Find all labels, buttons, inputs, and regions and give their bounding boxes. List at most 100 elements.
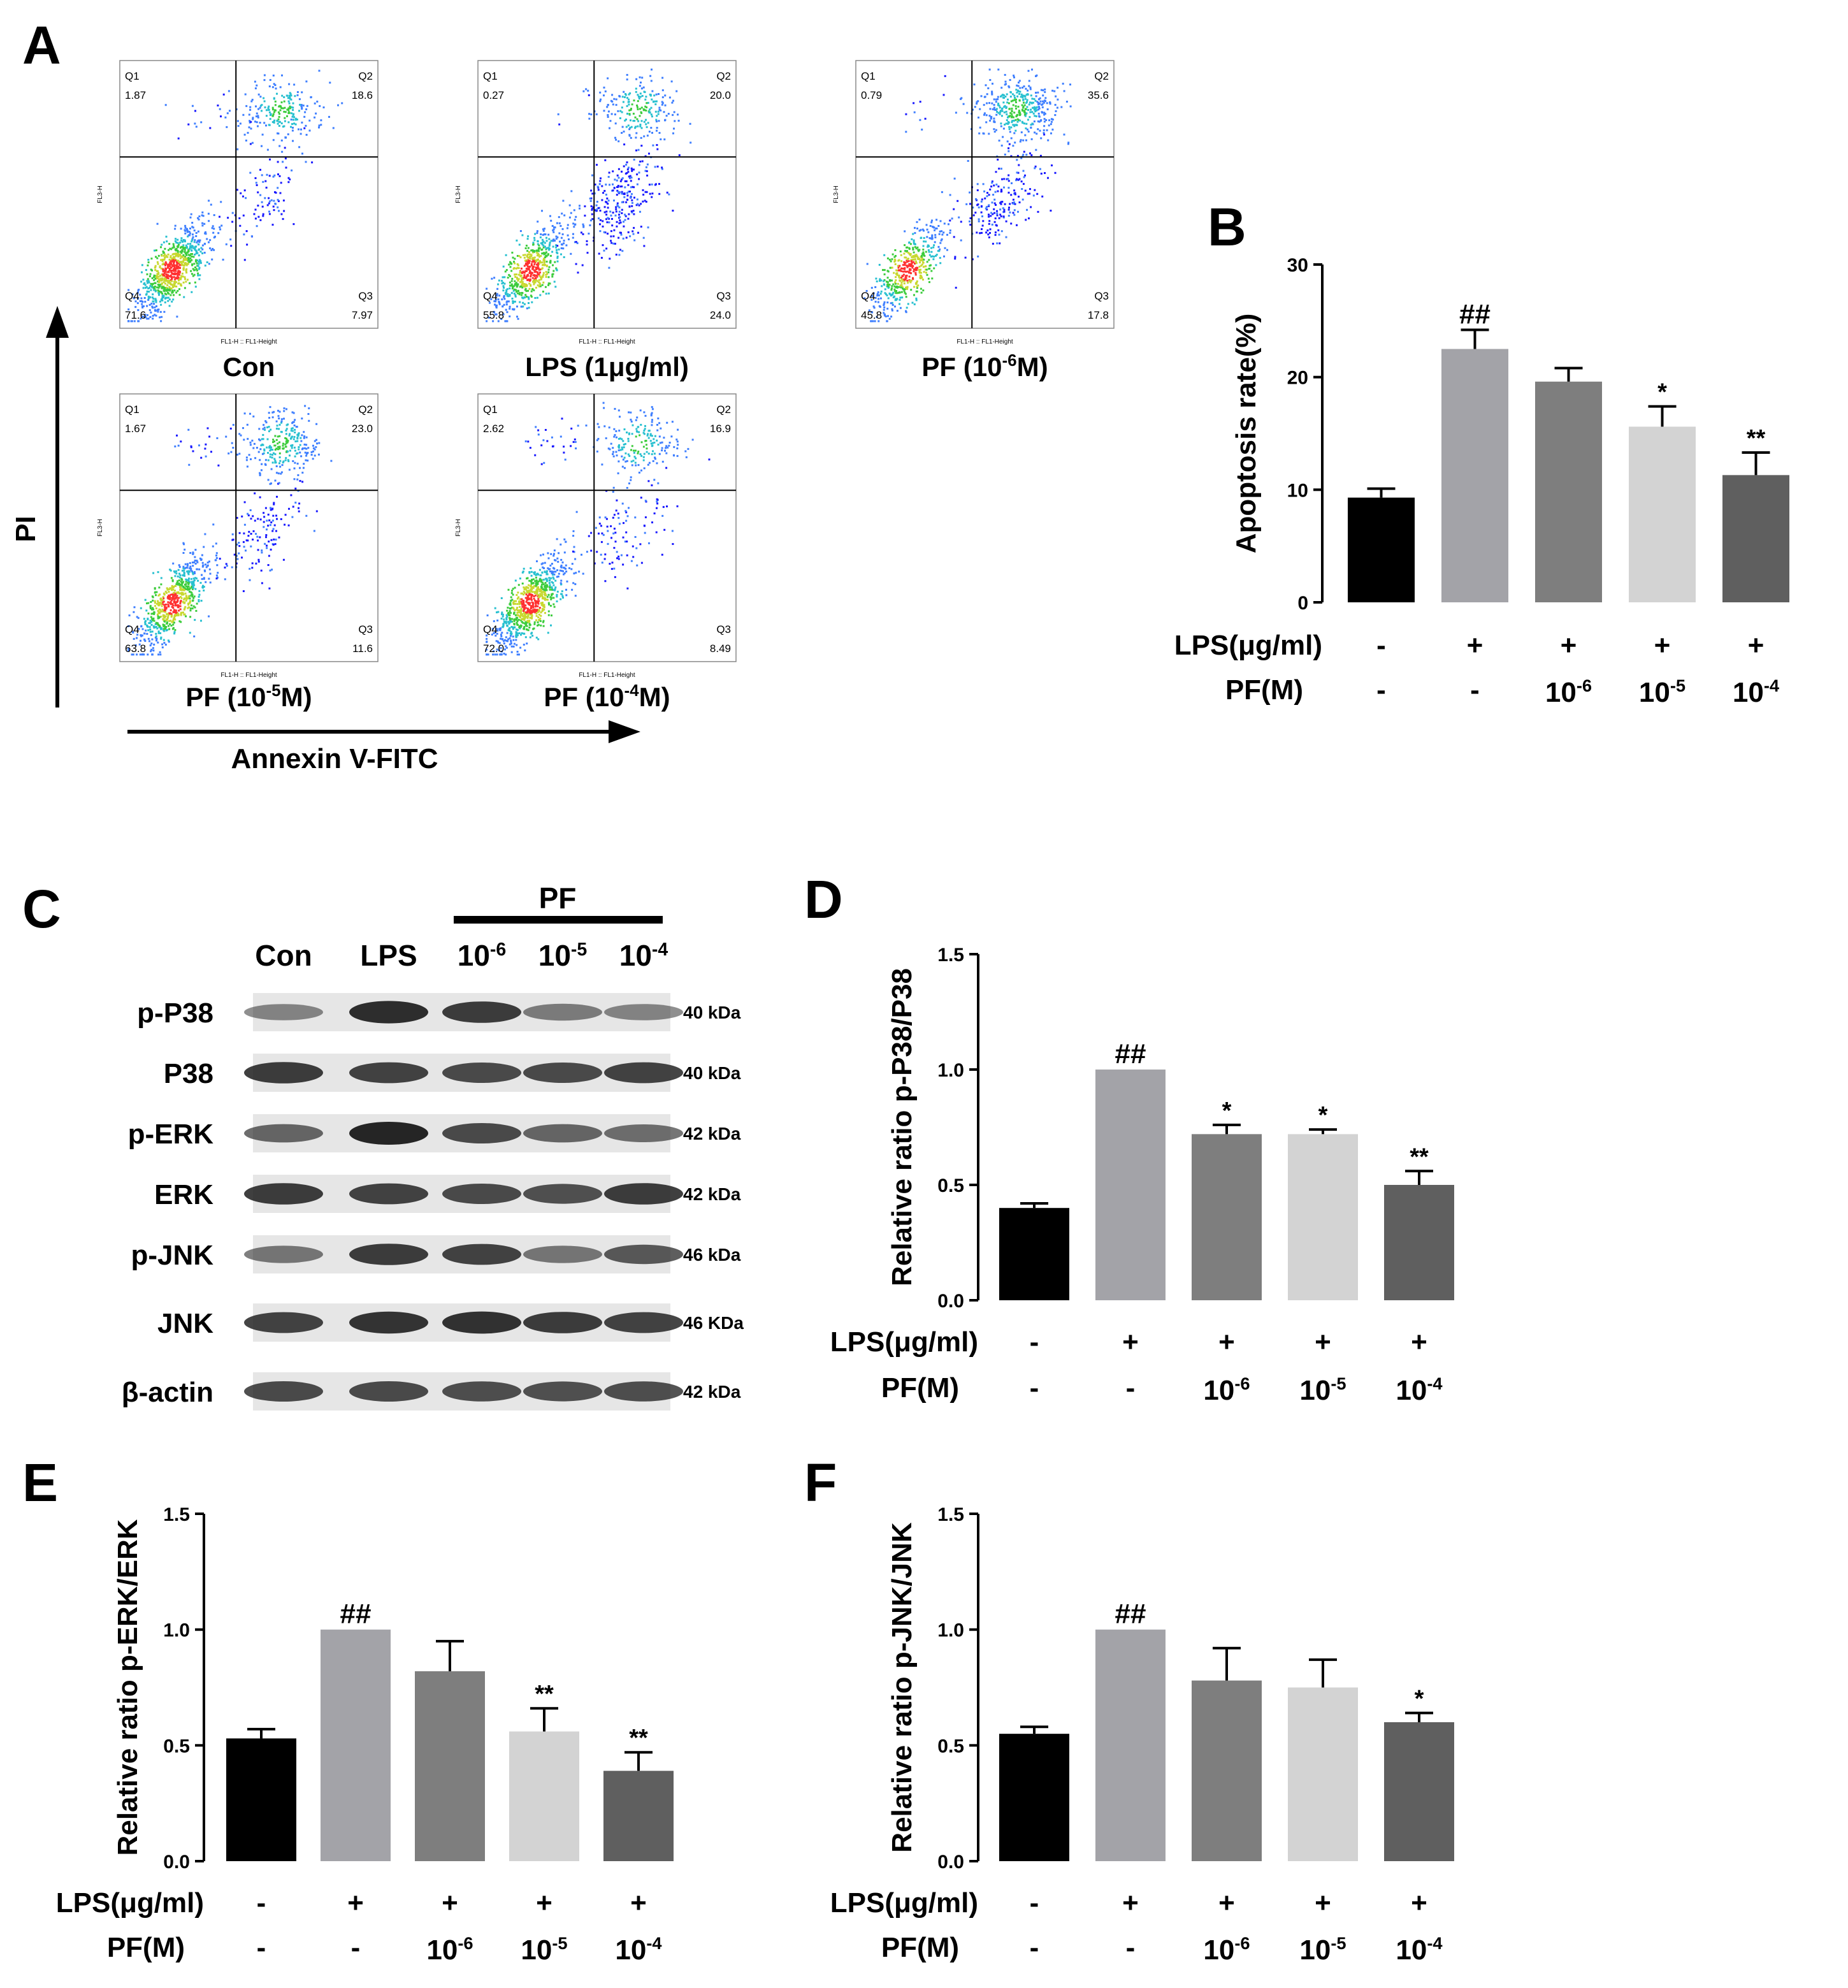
flow-event-dot	[194, 588, 197, 590]
flow-event-dot	[134, 300, 137, 303]
flow-event-dot	[178, 620, 181, 623]
flow-event-dot	[195, 609, 198, 612]
flow-event-dot	[531, 277, 534, 279]
flow-event-dot	[1022, 106, 1025, 109]
flow-event-dot	[1031, 111, 1034, 113]
flow-event-dot	[164, 261, 167, 263]
flow-event-dot	[540, 624, 542, 627]
flow-event-dot	[636, 183, 639, 185]
flow-event-dot	[599, 223, 601, 226]
flow-event-dot	[997, 96, 999, 98]
flow-event-dot	[904, 288, 906, 291]
flow-event-dot	[1029, 88, 1032, 91]
flow-event-dot	[164, 256, 166, 259]
flow-event-dot	[524, 440, 527, 442]
flow-event-dot	[191, 562, 194, 563]
flow-event-dot	[257, 115, 259, 117]
flow-event-dot	[189, 246, 191, 249]
flow-event-dot	[907, 282, 909, 284]
flow-event-dot	[987, 233, 990, 236]
flow-event-dot	[918, 271, 921, 273]
flow-event-dot	[168, 281, 171, 284]
flow-event-dot	[315, 439, 317, 441]
flow-event-dot	[523, 265, 526, 267]
flow-event-dot	[168, 263, 171, 266]
flow-event-dot	[897, 291, 900, 294]
flow-event-dot	[271, 86, 274, 89]
flow-event-dot	[293, 424, 296, 426]
flow-event-dot	[928, 259, 930, 261]
flow-event-dot	[939, 262, 942, 265]
flow-event-dot	[154, 299, 157, 301]
flow-event-dot	[1004, 74, 1006, 76]
flow-event-dot	[899, 269, 901, 272]
flow-event-dot	[925, 272, 927, 274]
flow-event-dot	[176, 261, 178, 263]
flow-event-dot	[607, 176, 610, 178]
flow-event-dot	[883, 308, 885, 311]
flow-event-dot	[151, 286, 154, 289]
flow-event-dot	[177, 289, 179, 292]
flow-event-dot	[215, 552, 218, 555]
flow-event-dot	[553, 573, 556, 576]
flow-event-dot	[523, 611, 525, 614]
flow-event-dot	[191, 593, 194, 596]
flow-event-dot	[672, 99, 674, 102]
flow-event-dot	[900, 260, 903, 263]
flow-event-dot	[639, 434, 641, 437]
flow-event-dot	[282, 460, 285, 463]
flow-event-dot	[568, 567, 570, 569]
flow-event-dot	[522, 277, 524, 279]
flow-event-dot	[556, 236, 559, 238]
flow-event-dot	[988, 102, 991, 105]
flow-event-dot	[912, 255, 914, 258]
flow-event-dot	[196, 269, 198, 272]
flow-event-dot	[604, 516, 607, 519]
flow-event-dot	[619, 437, 621, 440]
flow-event-dot	[203, 577, 205, 579]
flow-event-dot	[938, 250, 941, 252]
flow-event-dot	[500, 635, 503, 637]
flow-event-dot	[630, 108, 632, 110]
flow-event-dot	[617, 236, 620, 239]
flow-event-dot	[1019, 140, 1021, 143]
flow-event-dot	[514, 295, 517, 298]
flow-event-dot	[284, 106, 286, 109]
flow-event-dot	[1035, 95, 1037, 98]
flow-event-dot	[1022, 98, 1025, 101]
flow-event-dot	[516, 620, 519, 623]
flow-event-dot	[510, 292, 513, 294]
flow-event-dot	[573, 226, 575, 228]
flow-event-dot	[315, 510, 318, 512]
flow-event-dot	[164, 615, 167, 618]
flow-event-dot	[185, 588, 187, 590]
flow-event-dot	[278, 145, 281, 147]
flow-event-dot	[994, 231, 997, 234]
flow-event-dot	[147, 259, 150, 261]
flow-event-dot	[902, 268, 904, 270]
flow-event-dot	[574, 438, 576, 440]
flow-event-dot	[488, 316, 490, 319]
flow-event-dot	[1036, 109, 1038, 112]
flow-event-dot	[654, 103, 657, 106]
flow-event-dot	[640, 562, 643, 564]
flow-event-dot	[261, 549, 263, 552]
flow-event-dot	[300, 105, 303, 108]
flow-event-dot	[205, 566, 208, 569]
flow-event-dot	[600, 98, 602, 101]
flow-event-dot	[514, 276, 517, 278]
flow-event-dot	[157, 604, 160, 606]
flow-event-dot	[988, 194, 990, 196]
flow-event-dot	[884, 315, 887, 317]
flow-event-dot	[280, 139, 283, 141]
flow-event-dot	[150, 623, 153, 626]
flow-event-dot	[252, 117, 254, 119]
flow-event-dot	[995, 171, 997, 173]
flow-event-dot	[205, 581, 207, 583]
flow-event-dot	[198, 593, 201, 596]
flow-event-dot	[602, 244, 604, 247]
flow-event-dot	[282, 558, 285, 561]
flow-event-dot	[886, 294, 888, 296]
flow-event-dot	[185, 264, 188, 266]
flow-event-dot	[167, 281, 170, 284]
